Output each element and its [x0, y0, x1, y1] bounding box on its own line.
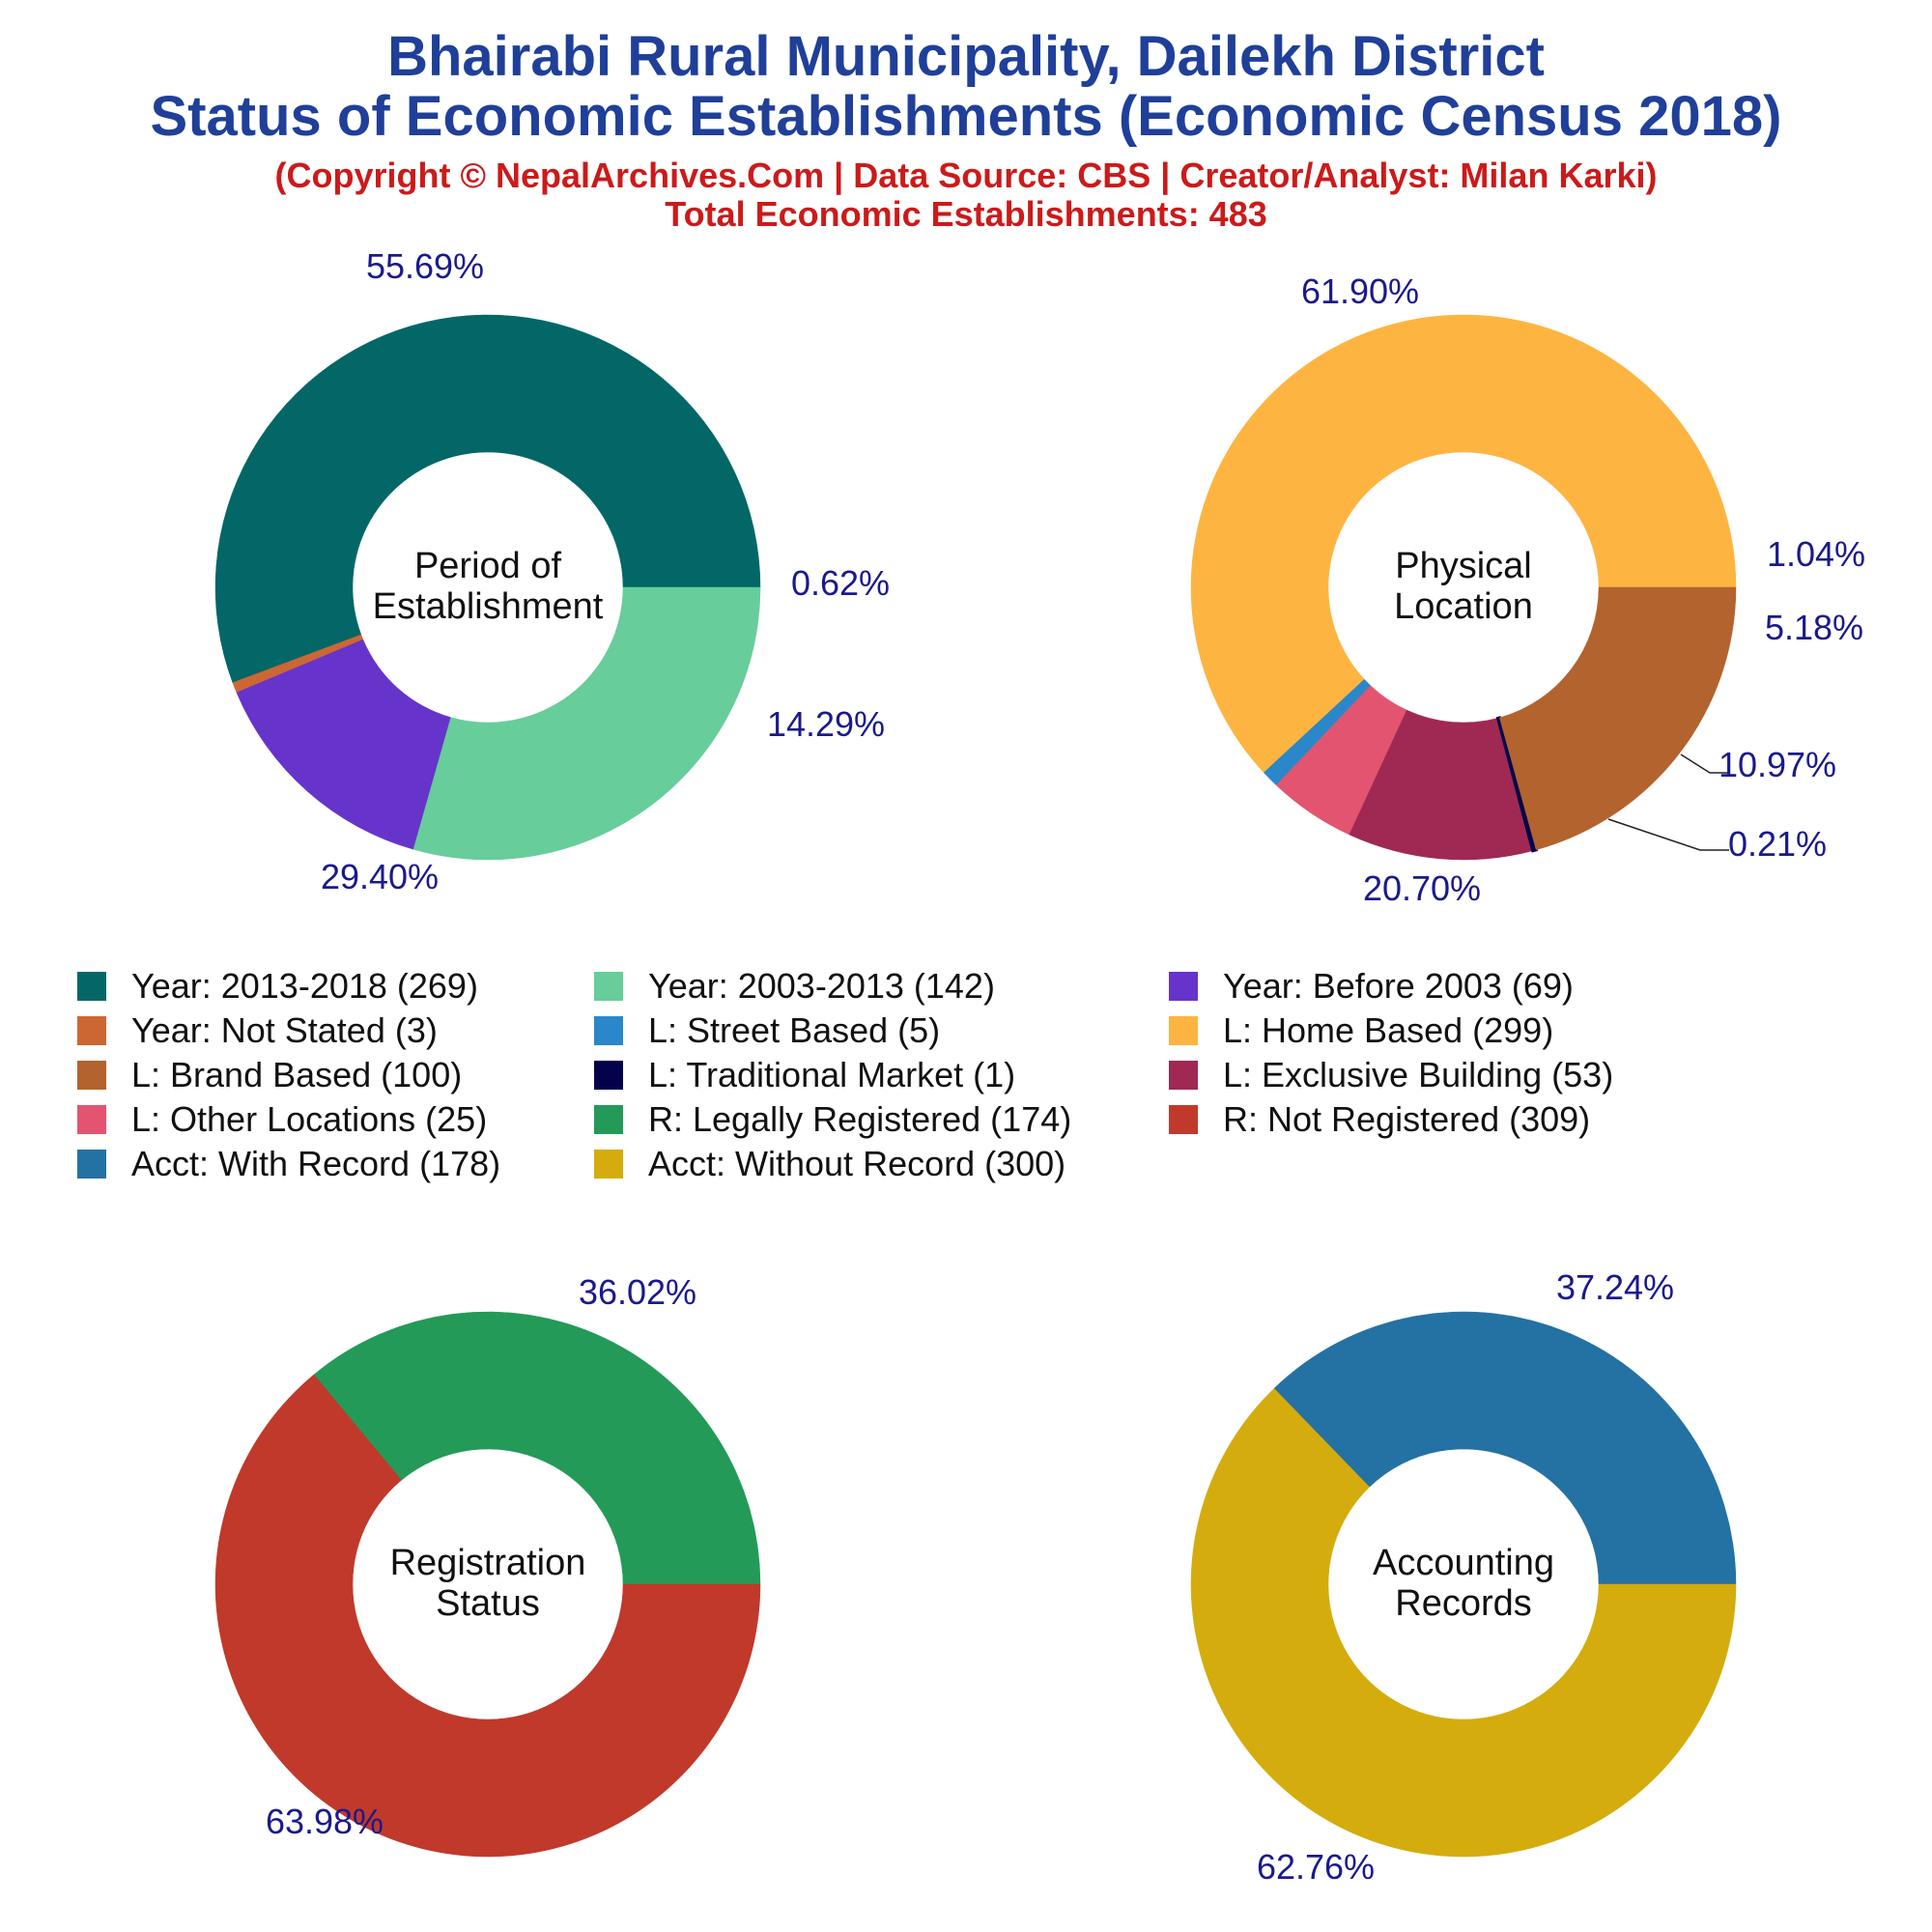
pie-slice [1273, 1311, 1737, 1585]
chart-title-line1: Bhairabi Rural Municipality, Dailekh Dis… [387, 25, 1545, 88]
pie-slice [236, 639, 452, 850]
slice-percent-label: 0.62% [791, 563, 890, 603]
slice-percent-label: 62.76% [1257, 1847, 1375, 1887]
donut-center-label: Registration [390, 1543, 586, 1583]
donut-center-label: Status [436, 1583, 540, 1624]
pie-slice [214, 1374, 761, 1858]
slice-percent-label: 14.29% [767, 704, 885, 744]
slice-percent-label: 37.24% [1556, 1267, 1674, 1307]
donut-chart [214, 314, 761, 861]
slice-percent-label: 5.18% [1765, 608, 1863, 647]
pie-slice [313, 1311, 761, 1585]
slice-percent-label: 29.40% [321, 857, 439, 896]
donut-chart [1190, 314, 1737, 861]
copyright-note: (Copyright © NepalArchives.Com | Data So… [274, 156, 1658, 195]
slice-percent-label: 55.69% [366, 246, 484, 286]
slice-percent-label: 36.02% [579, 1272, 696, 1312]
pie-slice [1499, 586, 1737, 851]
pie-slice [1190, 314, 1737, 774]
donut-center-label: Records [1395, 1583, 1532, 1624]
slice-percent-label: 61.90% [1301, 271, 1419, 311]
slice-percent-label: 63.98% [266, 1802, 384, 1841]
donut-center-label: Establishment [373, 586, 604, 627]
chart-title-line2: Status of Economic Establishments (Econo… [150, 85, 1782, 148]
slice-percent-label: 10.97% [1719, 745, 1836, 784]
slice-percent-label: 20.70% [1363, 868, 1481, 908]
donut-center-label: Period of [414, 546, 562, 586]
label-leader-line [1607, 818, 1729, 851]
slice-percent-label: 1.04% [1767, 534, 1865, 574]
donut-center-label: Accounting [1373, 1543, 1554, 1583]
pie-slice [214, 314, 761, 684]
donut-center-label: Location [1394, 586, 1533, 627]
label-leader-line [1680, 753, 1729, 774]
pie-slice [1190, 1387, 1737, 1858]
donut-chart [214, 1311, 761, 1858]
pie-slice [412, 586, 761, 861]
donut-chart [1190, 1311, 1737, 1858]
slice-percent-label: 0.21% [1728, 824, 1827, 864]
donut-center-label: Physical [1395, 546, 1532, 586]
total-establishments: Total Economic Establishments: 483 [665, 194, 1267, 234]
